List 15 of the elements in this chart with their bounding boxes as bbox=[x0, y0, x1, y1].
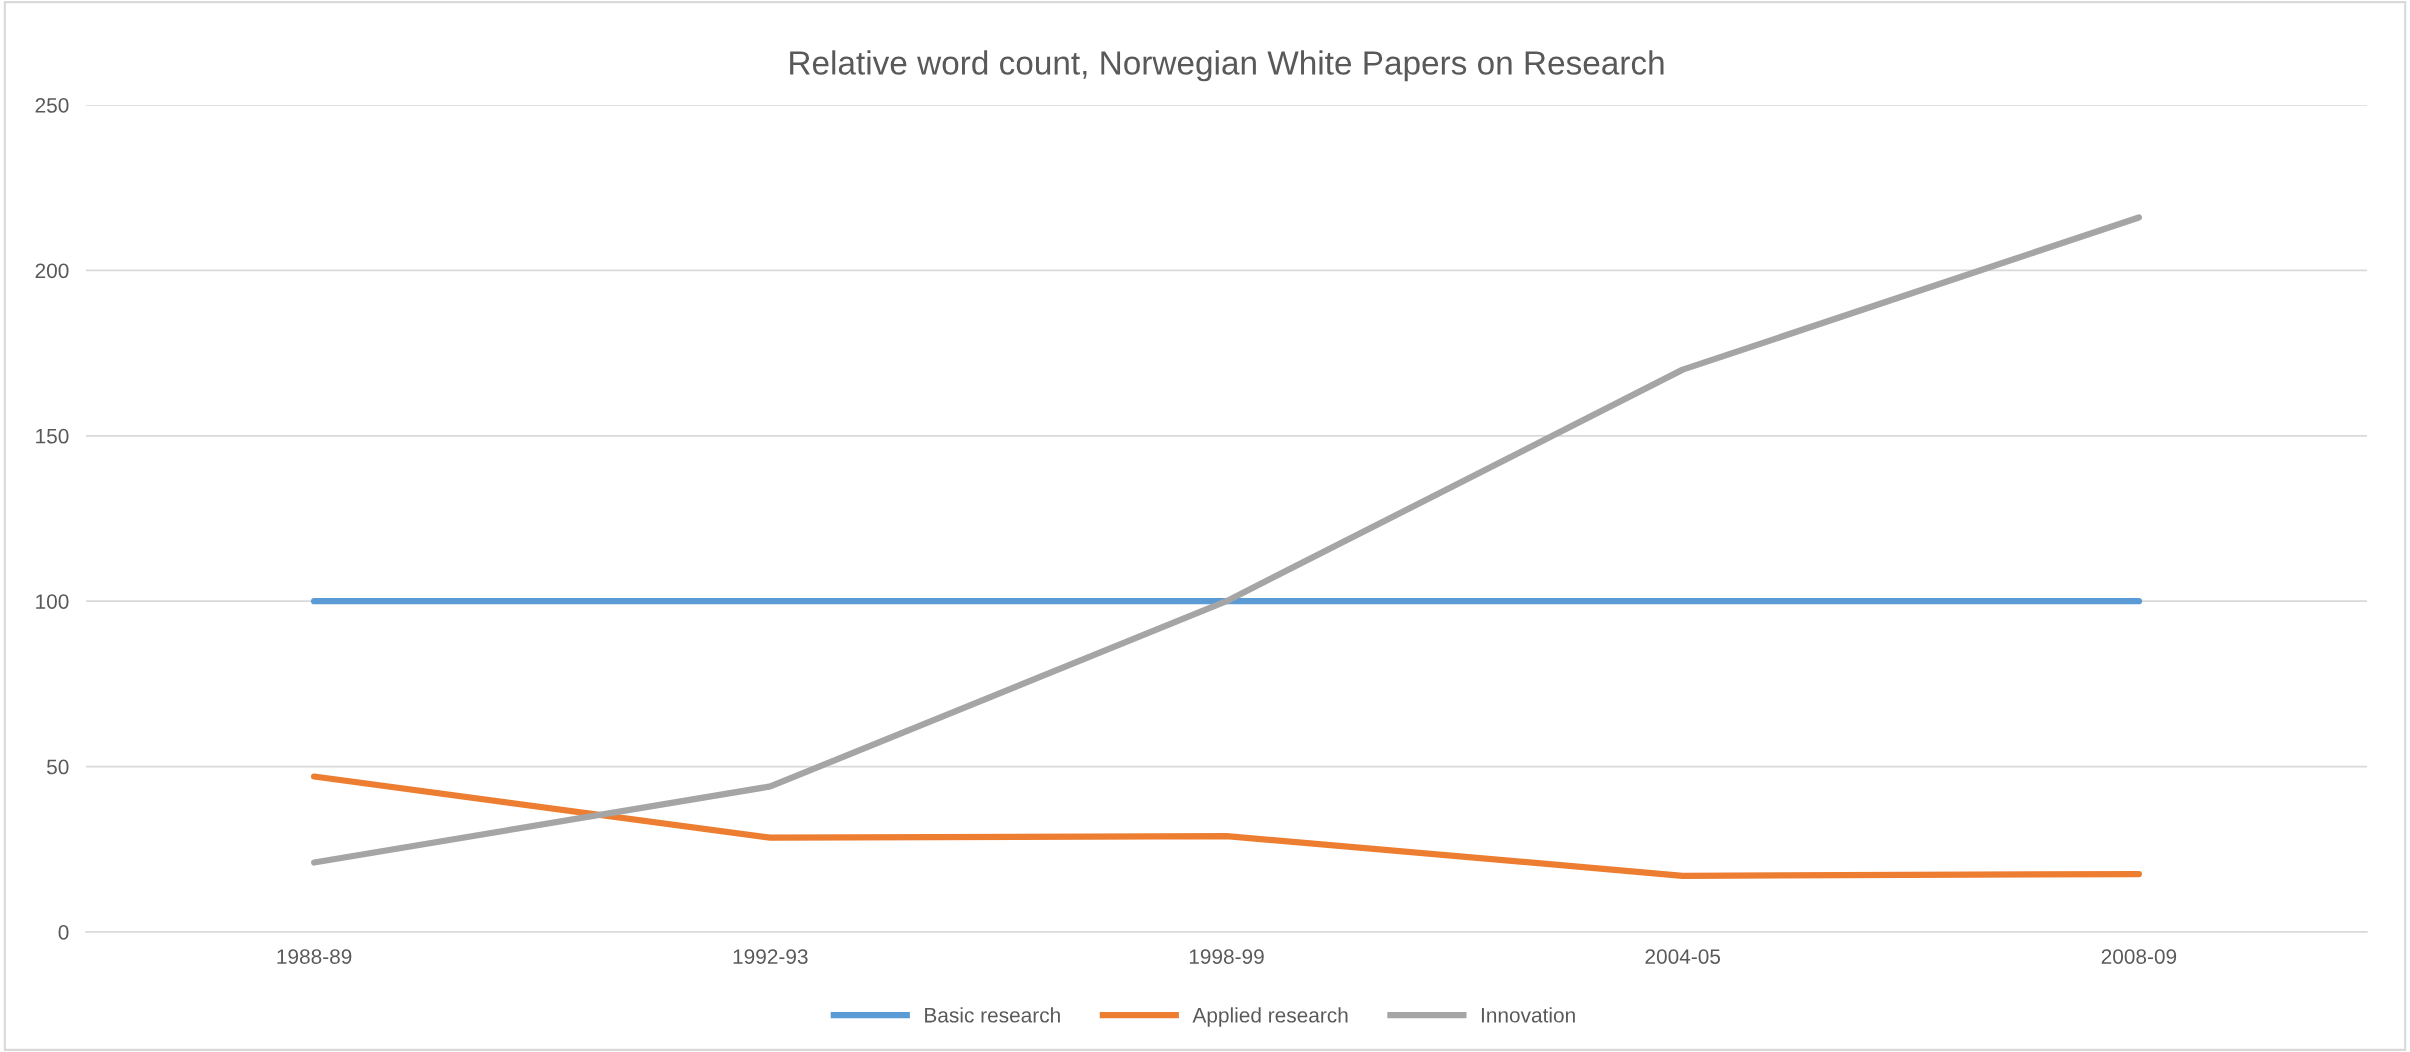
y-tick-label: 50 bbox=[47, 759, 69, 775]
x-tick-label: 1998-99 bbox=[1189, 949, 1264, 964]
y-tick-label: 200 bbox=[35, 263, 69, 279]
legend-label: Applied research bbox=[1192, 1007, 1348, 1027]
y-tick-label: 100 bbox=[36, 594, 69, 609]
y-tick-label: 250 bbox=[35, 98, 69, 113]
x-tick-label: 2004-05 bbox=[1645, 949, 1721, 964]
legend-label: Innovation bbox=[1481, 1007, 1575, 1023]
y-tick-label: 0 bbox=[58, 925, 69, 940]
legend-label: Basic research bbox=[925, 1007, 1060, 1023]
x-tick-label: 1992-93 bbox=[733, 949, 808, 964]
x-tick-label: 2008-09 bbox=[2101, 949, 2177, 964]
y-tick-label: 150 bbox=[36, 428, 69, 444]
chart-title: Relative word count, Norwegian White Papers on Research bbox=[790, 50, 1664, 82]
x-tick-label: 1988-89 bbox=[277, 949, 352, 964]
